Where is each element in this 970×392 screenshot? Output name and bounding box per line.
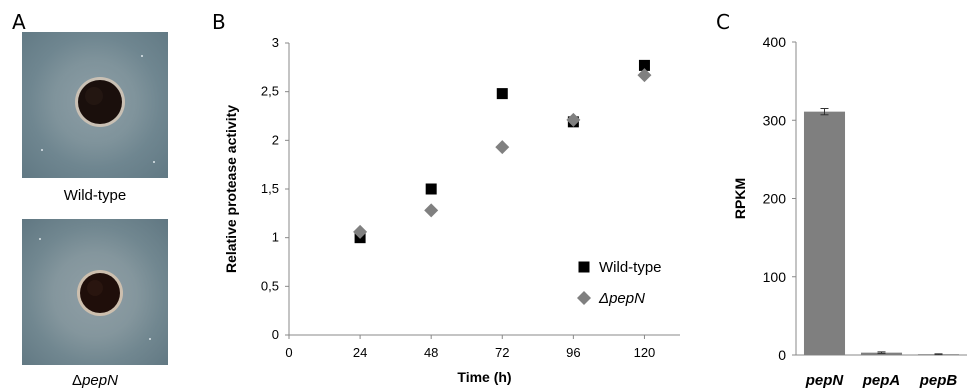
y-tick-label: 2 bbox=[272, 132, 279, 147]
category-label-pepB: pepB bbox=[919, 372, 958, 389]
y-tick-label: 0 bbox=[272, 327, 279, 342]
data-point-wild-type bbox=[425, 183, 437, 195]
legend-marker bbox=[577, 291, 591, 305]
panel-letter-c: C bbox=[716, 10, 730, 34]
x-tick-label: 48 bbox=[424, 345, 438, 360]
y-tick-label: 1,5 bbox=[261, 181, 279, 196]
y-tick-label: 0,5 bbox=[261, 278, 279, 293]
data-point-wild-type bbox=[638, 59, 650, 71]
delta-symbol: Δ bbox=[72, 372, 83, 389]
plate-image-wild-type bbox=[22, 32, 168, 178]
y-tick-label: 200 bbox=[763, 191, 787, 207]
y-tick-label: 1 bbox=[272, 230, 279, 245]
panel-letter-a: A bbox=[12, 10, 26, 34]
category-label-pepA: pepA bbox=[862, 372, 901, 389]
x-tick-label: 72 bbox=[495, 345, 509, 360]
x-tick-label: 96 bbox=[566, 345, 580, 360]
data-point-delta-pepn bbox=[637, 68, 652, 83]
data-point-delta-pepn bbox=[566, 112, 581, 127]
legend-label: ΔpepN bbox=[598, 290, 645, 307]
rpkm-bar-chart: 0 100 200 300 400 RPKM pepN pepA pepB bbox=[732, 34, 967, 389]
bar-pepN bbox=[803, 111, 846, 355]
y-tick-label: 300 bbox=[763, 112, 787, 128]
y-tick-label: 400 bbox=[763, 34, 787, 50]
x-tick-label: 24 bbox=[353, 345, 367, 360]
y-axis-title: RPKM bbox=[732, 178, 748, 219]
legend-marker bbox=[578, 261, 590, 273]
data-point-delta-pepn bbox=[424, 203, 439, 218]
data-point-delta-pepn bbox=[495, 140, 510, 155]
y-tick-label: 100 bbox=[763, 269, 787, 285]
y-tick-label: 3 bbox=[272, 35, 279, 50]
x-tick-label: 120 bbox=[634, 345, 656, 360]
panel-letter-b: B bbox=[212, 10, 226, 34]
x-tick-label: 0 bbox=[285, 345, 292, 360]
plate-label-delta-pepn: ΔpepN bbox=[22, 372, 168, 389]
plate-label-wild-type: Wild-type bbox=[63, 187, 127, 204]
category-label-pepN: pepN bbox=[805, 372, 845, 389]
data-point-wild-type bbox=[496, 88, 508, 100]
plate-image-delta-pepn bbox=[22, 219, 168, 365]
data-point-delta-pepn bbox=[353, 224, 368, 239]
y-axis-title: Relative protease activity bbox=[223, 105, 239, 273]
x-axis-title: Time (h) bbox=[457, 369, 511, 385]
gene-name: pepN bbox=[82, 372, 118, 389]
y-tick-label: 2,5 bbox=[261, 84, 279, 99]
legend-label: Wild-type bbox=[599, 259, 662, 276]
y-tick-label: 0 bbox=[778, 347, 786, 363]
protease-activity-chart: 0 0,5 1 1,5 2 2,5 3 0 24 48 72 96 120 Time (h) Relativ… bbox=[223, 35, 680, 385]
